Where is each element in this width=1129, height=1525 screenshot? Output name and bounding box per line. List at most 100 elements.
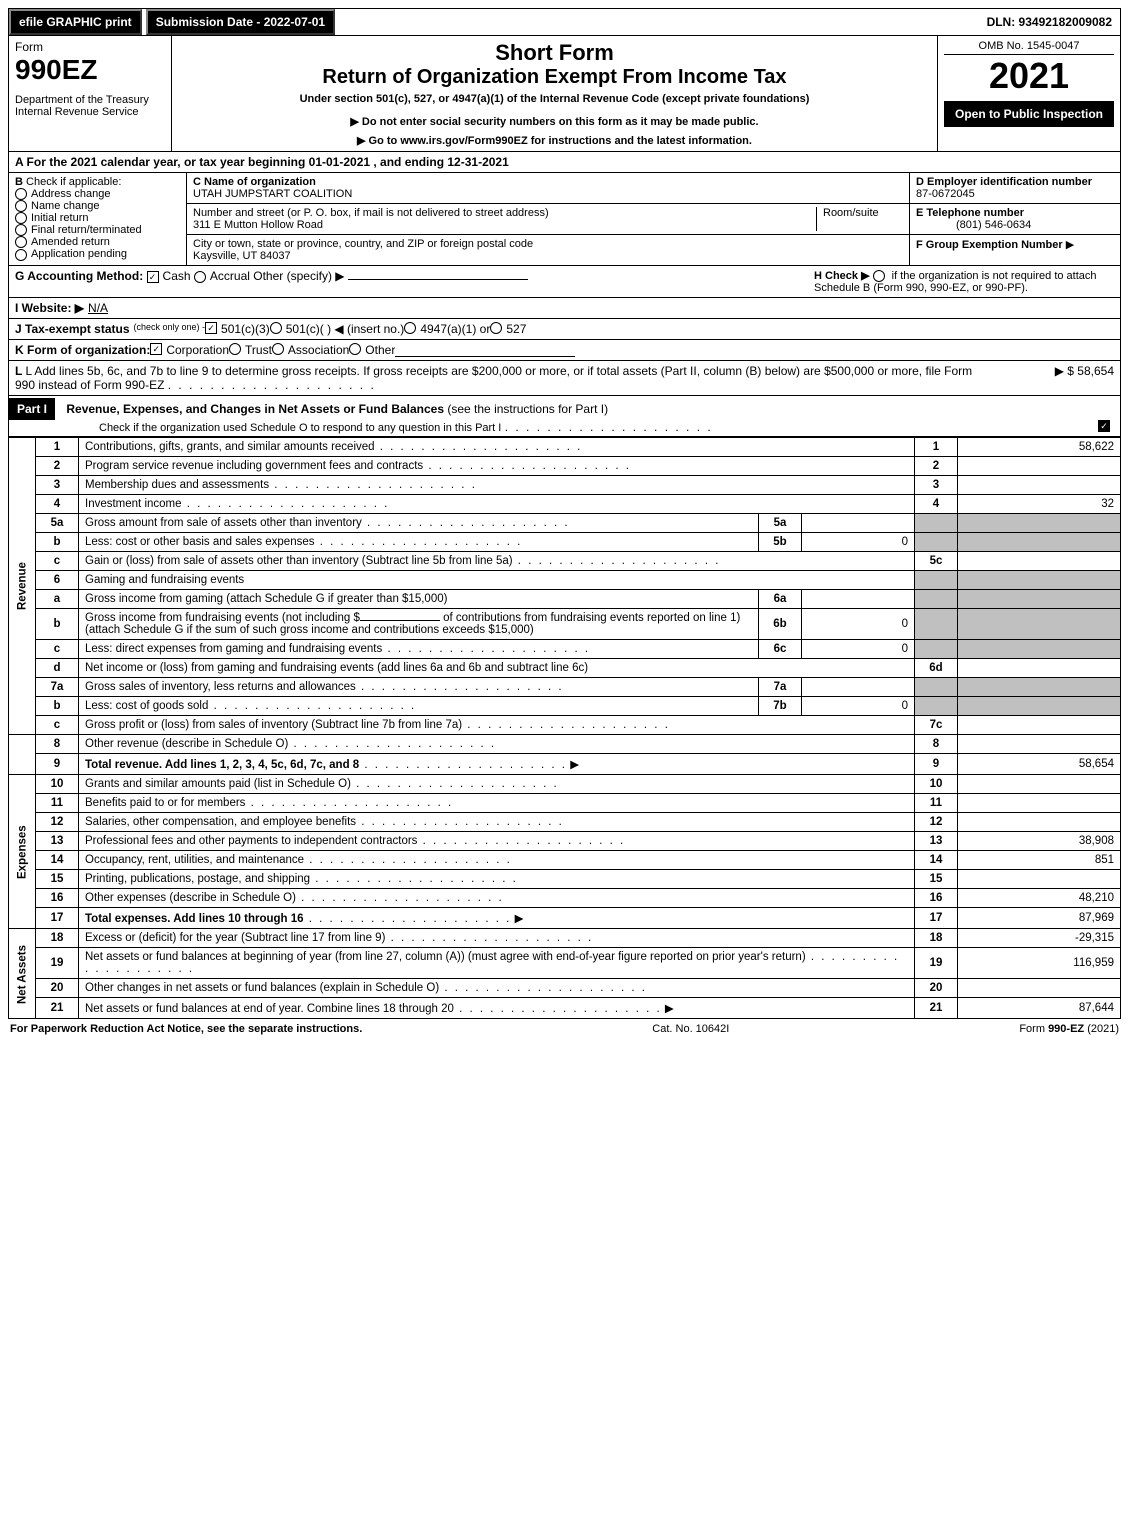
line-9-val: 58,654 <box>958 754 1121 775</box>
line-5c-num: 5c <box>915 552 958 571</box>
b-item-1: Name change <box>31 200 100 212</box>
website: N/A <box>88 301 108 315</box>
line-7c-num: 7c <box>915 716 958 735</box>
footer-center: Cat. No. 10642I <box>652 1023 729 1035</box>
checkbox-name-change[interactable] <box>15 200 27 212</box>
line-10-no: 10 <box>36 775 79 794</box>
line-6-desc: Gaming and fundraising events <box>85 574 244 586</box>
dln: DLN: 93492182009082 <box>979 11 1120 33</box>
line-19-desc: Net assets or fund balances at beginning… <box>85 951 806 963</box>
line-9-arrow: ▶ <box>570 759 579 771</box>
g-other: Other (specify) ▶ <box>253 269 344 283</box>
subtitle: Under section 501(c), 527, or 4947(a)(1)… <box>178 93 931 105</box>
line-5a-no: 5a <box>36 514 79 533</box>
b-item-4: Amended return <box>31 236 110 248</box>
line-7a-desc: Gross sales of inventory, less returns a… <box>85 681 356 693</box>
line-5b-shade <box>915 533 958 552</box>
checkbox-cash[interactable]: ✓ <box>147 271 159 283</box>
line-6b-desc1: Gross income from fundraising events (no… <box>85 612 360 624</box>
f-arrow: ▶ <box>1066 239 1074 251</box>
line-21-arrow: ▶ <box>665 1003 674 1015</box>
checkbox-501c3[interactable]: ✓ <box>205 322 217 334</box>
checkbox-initial-return[interactable] <box>15 212 27 224</box>
line-7b-desc: Less: cost of goods sold <box>85 700 208 712</box>
netassets-side-label: Net Assets <box>9 929 36 1019</box>
line-7b-shade2 <box>958 697 1121 716</box>
line-1-no: 1 <box>36 438 79 457</box>
open-public: Open to Public Inspection <box>944 101 1114 127</box>
line-11-desc: Benefits paid to or for members <box>85 797 245 809</box>
line-7c-no: c <box>36 716 79 735</box>
checkbox-other[interactable] <box>349 343 361 355</box>
j-opt-3: 527 <box>506 322 526 336</box>
line-5a-desc: Gross amount from sale of assets other t… <box>85 517 362 529</box>
line-6a-shade <box>915 590 958 609</box>
part1-title-note: (see the instructions for Part I) <box>447 402 608 416</box>
checkbox-h[interactable] <box>873 270 885 282</box>
line-16-no: 16 <box>36 889 79 908</box>
f-label: F Group Exemption Number <box>916 239 1063 251</box>
line-8-desc: Other revenue (describe in Schedule O) <box>85 738 288 750</box>
line-4-val: 32 <box>958 495 1121 514</box>
checkbox-address-change[interactable] <box>15 188 27 200</box>
irs: Internal Revenue Service <box>15 106 165 118</box>
checkbox-501c[interactable] <box>270 322 282 334</box>
line-14-val: 851 <box>958 851 1121 870</box>
line-6b-shade <box>915 609 958 640</box>
k-other-input[interactable] <box>395 343 575 357</box>
section-bcdef: B Check if applicable: Address change Na… <box>8 173 1121 266</box>
line-5b-sub: 5b <box>759 533 802 552</box>
line-7a-subval <box>802 678 915 697</box>
k-opt-3: Other <box>365 343 395 357</box>
line-2-no: 2 <box>36 457 79 476</box>
footer-left: For Paperwork Reduction Act Notice, see … <box>10 1023 362 1035</box>
line-6b-blank[interactable] <box>360 620 440 621</box>
line-21-no: 21 <box>36 998 79 1019</box>
line-4-no: 4 <box>36 495 79 514</box>
line-6d-num: 6d <box>915 659 958 678</box>
b-item-2: Initial return <box>31 212 88 224</box>
g-other-input[interactable] <box>348 279 528 280</box>
line-20-val <box>958 979 1121 998</box>
line-7b-sub: 7b <box>759 697 802 716</box>
line-6b-subval: 0 <box>802 609 915 640</box>
line-5c-no: c <box>36 552 79 571</box>
b-item-0: Address change <box>31 188 111 200</box>
checkbox-4947[interactable] <box>404 322 416 334</box>
checkbox-trust[interactable] <box>229 343 241 355</box>
efile-print-button[interactable]: efile GRAPHIC print <box>9 9 142 35</box>
section-c: C Name of organization UTAH JUMPSTART CO… <box>187 173 910 265</box>
e-label: E Telephone number <box>916 207 1024 219</box>
org-address: 311 E Mutton Hollow Road <box>193 219 323 231</box>
form-number: 990EZ <box>15 54 165 86</box>
checkbox-final-return[interactable] <box>15 224 27 236</box>
line-7b-subval: 0 <box>802 697 915 716</box>
line-17-desc: Total expenses. Add lines 10 through 16 <box>85 913 304 925</box>
part1-header-row: Part I Revenue, Expenses, and Changes in… <box>8 396 1121 437</box>
g-accrual: Accrual <box>210 269 250 283</box>
k-opt-0: Corporation <box>166 343 229 357</box>
line-5a-shade <box>915 514 958 533</box>
line-20-num: 20 <box>915 979 958 998</box>
checkbox-schedule-o[interactable]: ✓ <box>1098 420 1110 432</box>
line-13-val: 38,908 <box>958 832 1121 851</box>
checkbox-accrual[interactable] <box>194 271 206 283</box>
line-5b-shade2 <box>958 533 1121 552</box>
checkbox-corp[interactable]: ✓ <box>150 343 162 355</box>
omb: OMB No. 1545-0047 <box>944 40 1114 55</box>
line-13-num: 13 <box>915 832 958 851</box>
line-15-desc: Printing, publications, postage, and shi… <box>85 873 310 885</box>
line-12-no: 12 <box>36 813 79 832</box>
line-7b-shade <box>915 697 958 716</box>
j-opt-1: 501(c)( ) ◀ (insert no.) <box>286 322 405 336</box>
checkbox-527[interactable] <box>490 322 502 334</box>
l-text: L Add lines 5b, 6c, and 7b to line 9 to … <box>15 364 972 392</box>
checkbox-assoc[interactable] <box>272 343 284 355</box>
b-item-5: Application pending <box>31 248 127 260</box>
checkbox-amended-return[interactable] <box>15 236 27 248</box>
checkbox-application-pending[interactable] <box>15 249 27 261</box>
line-18-num: 18 <box>915 929 958 948</box>
line-2-desc: Program service revenue including govern… <box>85 460 423 472</box>
line-6a-sub: 6a <box>759 590 802 609</box>
line-5a-sub: 5a <box>759 514 802 533</box>
